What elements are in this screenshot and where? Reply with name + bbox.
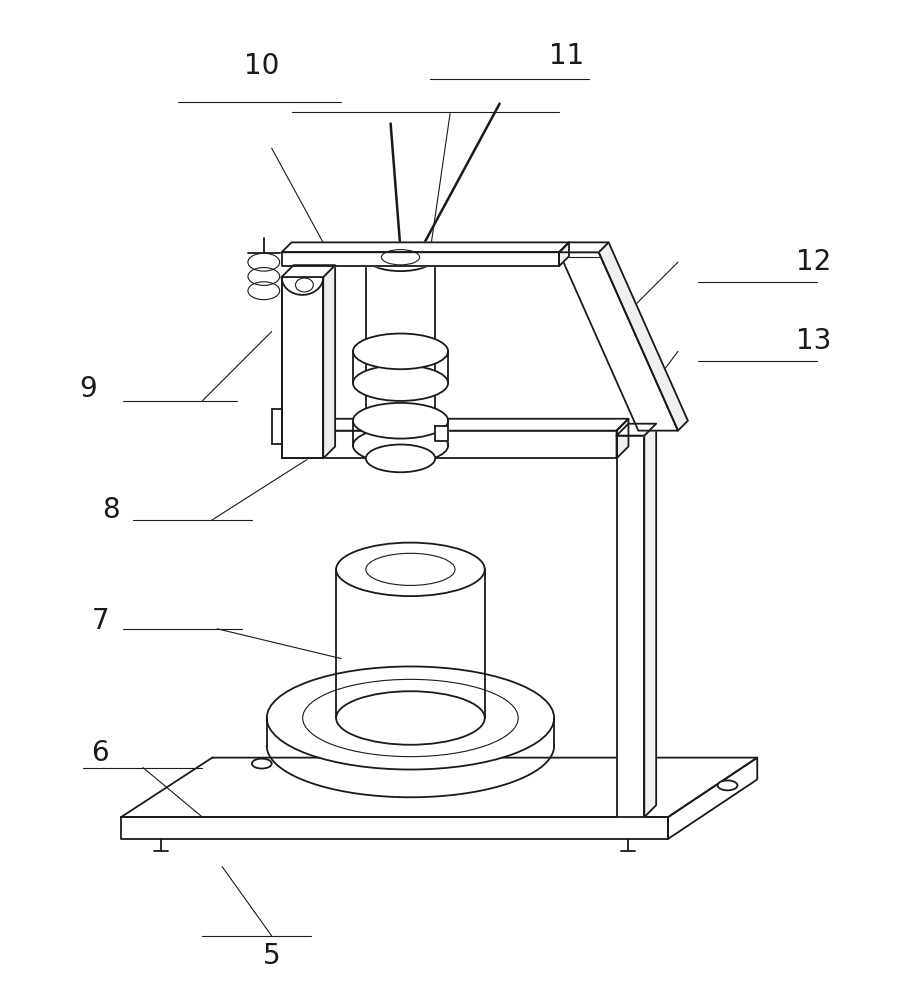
Polygon shape	[559, 242, 569, 266]
Polygon shape	[121, 758, 758, 817]
Text: 5: 5	[263, 942, 280, 970]
Ellipse shape	[336, 691, 485, 745]
Polygon shape	[121, 817, 668, 839]
Polygon shape	[323, 265, 335, 458]
Polygon shape	[599, 242, 688, 431]
Polygon shape	[668, 758, 758, 839]
Polygon shape	[306, 419, 628, 431]
Text: 7: 7	[92, 607, 109, 635]
Ellipse shape	[353, 403, 448, 439]
Text: 11: 11	[550, 42, 584, 70]
Ellipse shape	[353, 334, 448, 369]
Ellipse shape	[252, 759, 272, 769]
Ellipse shape	[353, 365, 448, 401]
Polygon shape	[616, 424, 656, 436]
Polygon shape	[616, 436, 644, 817]
Polygon shape	[306, 431, 616, 458]
Ellipse shape	[336, 543, 485, 596]
Polygon shape	[281, 265, 335, 277]
Ellipse shape	[296, 278, 313, 292]
Polygon shape	[616, 419, 628, 458]
Text: 6: 6	[92, 739, 109, 767]
Text: 8: 8	[103, 496, 120, 524]
Ellipse shape	[353, 428, 448, 463]
Polygon shape	[281, 277, 323, 295]
Text: 13: 13	[796, 327, 832, 355]
Polygon shape	[281, 277, 323, 458]
Text: 10: 10	[244, 52, 279, 80]
Polygon shape	[281, 242, 569, 252]
Polygon shape	[281, 252, 559, 266]
Ellipse shape	[302, 679, 518, 757]
Ellipse shape	[381, 250, 420, 265]
Text: 9: 9	[80, 375, 97, 403]
Ellipse shape	[717, 780, 737, 790]
Text: 12: 12	[796, 248, 832, 276]
Ellipse shape	[365, 553, 455, 585]
Polygon shape	[559, 252, 678, 431]
Polygon shape	[559, 242, 608, 252]
Ellipse shape	[267, 666, 554, 770]
Polygon shape	[435, 426, 448, 441]
Ellipse shape	[365, 243, 435, 271]
Ellipse shape	[365, 445, 435, 472]
Polygon shape	[644, 424, 656, 817]
